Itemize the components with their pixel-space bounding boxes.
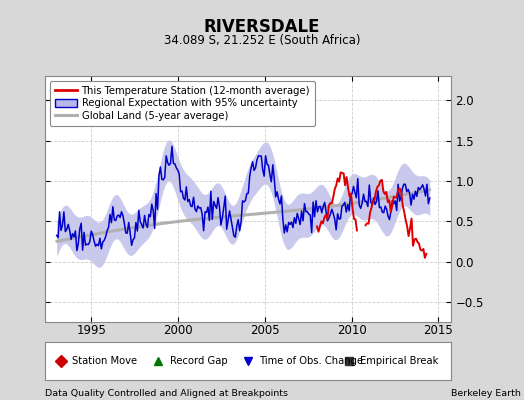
Text: Record Gap: Record Gap xyxy=(170,356,227,366)
Text: Empirical Break: Empirical Break xyxy=(361,356,439,366)
Text: 34.089 S, 21.252 E (South Africa): 34.089 S, 21.252 E (South Africa) xyxy=(163,34,361,47)
Text: 2015: 2015 xyxy=(423,324,453,336)
Legend: This Temperature Station (12-month average), Regional Expectation with 95% uncer: This Temperature Station (12-month avera… xyxy=(50,81,315,126)
Text: 2000: 2000 xyxy=(163,324,193,336)
Text: 2005: 2005 xyxy=(250,324,280,336)
Text: Time of Obs. Change: Time of Obs. Change xyxy=(259,356,363,366)
Text: RIVERSDALE: RIVERSDALE xyxy=(204,18,320,36)
Text: 1995: 1995 xyxy=(77,324,106,336)
Text: Station Move: Station Move xyxy=(72,356,137,366)
Text: 2010: 2010 xyxy=(337,324,367,336)
Text: Berkeley Earth: Berkeley Earth xyxy=(451,389,520,398)
Text: Data Quality Controlled and Aligned at Breakpoints: Data Quality Controlled and Aligned at B… xyxy=(45,389,288,398)
